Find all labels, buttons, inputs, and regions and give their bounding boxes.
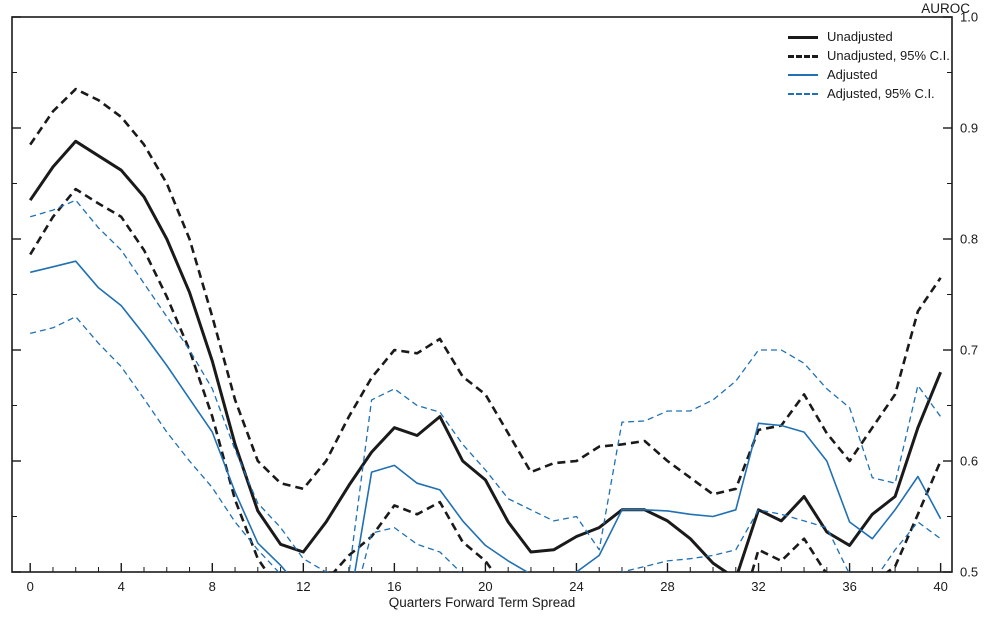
svg-text:0: 0: [27, 579, 34, 594]
svg-text:0.9: 0.9: [960, 121, 978, 136]
legend-item-unadjusted-ci: Unadjusted, 95% C.I.: [788, 49, 950, 63]
svg-text:36: 36: [842, 579, 856, 594]
legend: Unadjusted Unadjusted, 95% C.I. Adjusted…: [788, 30, 950, 101]
legend-label: Unadjusted: [827, 29, 893, 44]
legend-label: Adjusted, 95% C.I.: [827, 86, 935, 101]
svg-text:24: 24: [569, 579, 583, 594]
unadjusted-line-icon: [788, 35, 818, 39]
legend-item-adjusted-ci: Adjusted, 95% C.I.: [788, 87, 950, 101]
svg-text:32: 32: [751, 579, 765, 594]
adjusted-line-icon: [788, 74, 818, 76]
adjusted-ci-line-icon: [788, 93, 818, 95]
svg-text:8: 8: [209, 579, 216, 594]
legend-label: Unadjusted, 95% C.I.: [827, 48, 950, 63]
x-axis-title: Quarters Forward Term Spread: [388, 595, 576, 610]
legend-label: Adjusted: [827, 67, 878, 82]
svg-text:40: 40: [933, 579, 947, 594]
svg-text:28: 28: [660, 579, 674, 594]
svg-text:12: 12: [296, 579, 310, 594]
svg-text:1.0: 1.0: [960, 10, 978, 25]
svg-text:16: 16: [387, 579, 401, 594]
svg-text:0.7: 0.7: [960, 343, 978, 358]
svg-text:0.5: 0.5: [960, 565, 978, 580]
svg-text:4: 4: [118, 579, 125, 594]
legend-item-unadjusted: Unadjusted: [788, 30, 950, 44]
legend-item-adjusted: Adjusted: [788, 68, 950, 82]
svg-text:20: 20: [478, 579, 492, 594]
unadjusted-ci-line-icon: [788, 54, 818, 58]
y-axis-title: AUROC: [921, 1, 970, 16]
svg-text:0.6: 0.6: [960, 454, 978, 469]
svg-text:0.8: 0.8: [960, 232, 978, 247]
